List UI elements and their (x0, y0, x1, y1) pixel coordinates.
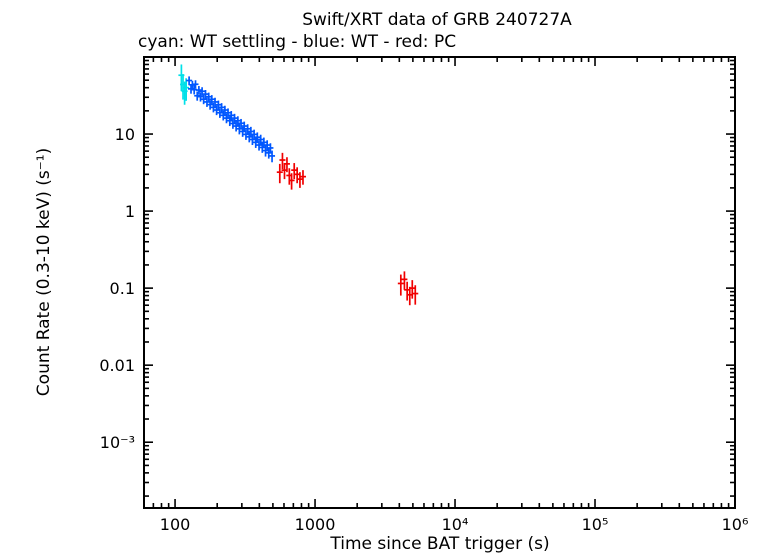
svg-text:0.01: 0.01 (99, 356, 135, 375)
y-axis-label: Count Rate (0.3-10 keV) (s⁻¹) (34, 148, 54, 396)
svg-text:10⁴: 10⁴ (442, 515, 469, 534)
svg-text:10⁻³: 10⁻³ (100, 433, 135, 452)
plot-frame (143, 56, 736, 509)
chart-title: Swift/XRT data of GRB 240727A (302, 10, 572, 30)
axis-tick-labels: 100 1000 10⁴ 10⁵ 10⁶ 10 1 0.1 0.01 10⁻³ (99, 125, 748, 534)
svg-text:1000: 1000 (295, 515, 336, 534)
axis-ticks (143, 56, 736, 508)
data-series (178, 64, 419, 306)
chart-subtitle: cyan: WT settling - blue: WT - red: PC (138, 32, 456, 52)
svg-text:1: 1 (125, 202, 135, 221)
x-axis-label: Time since BAT trigger (s) (329, 534, 549, 554)
svg-text:10⁵: 10⁵ (582, 515, 609, 534)
svg-text:10: 10 (115, 125, 135, 144)
svg-text:10⁶: 10⁶ (722, 515, 749, 534)
svg-text:0.1: 0.1 (110, 279, 135, 298)
svg-text:100: 100 (160, 515, 191, 534)
